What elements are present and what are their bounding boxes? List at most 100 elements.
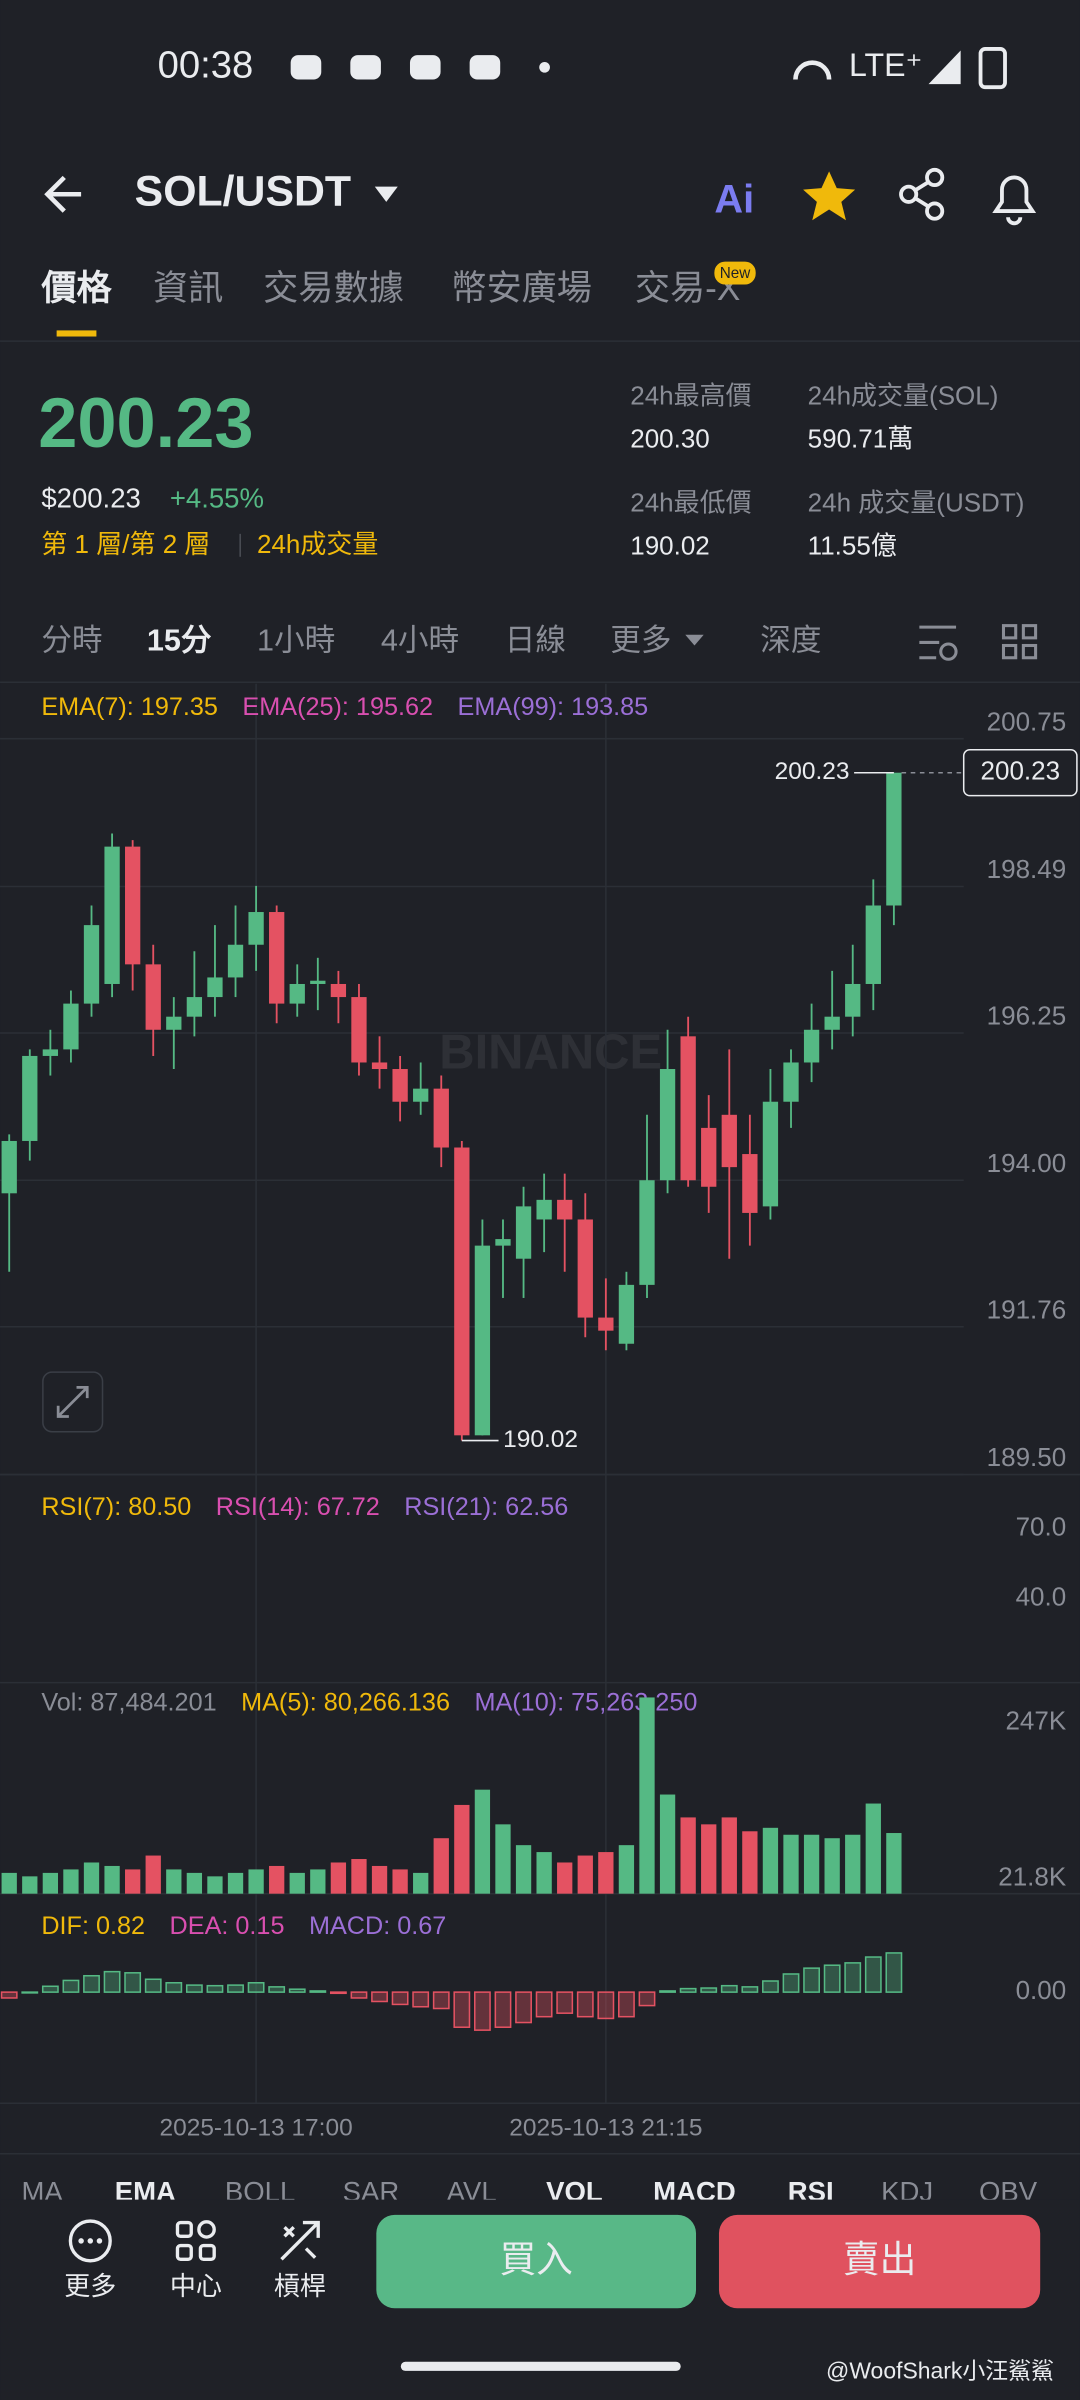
candle-body xyxy=(83,925,100,1004)
nav-label[interactable]: 槓桿 xyxy=(274,2271,326,2301)
bar xyxy=(309,1990,327,1993)
bar xyxy=(762,1827,779,1894)
bar xyxy=(679,1987,697,1993)
nav-label[interactable]: 更多 xyxy=(64,2271,116,2301)
bar xyxy=(535,1991,553,2018)
candle-body xyxy=(803,1029,820,1063)
candle-body xyxy=(207,977,223,998)
candle-body xyxy=(42,1049,59,1056)
bar xyxy=(742,1831,758,1894)
bar xyxy=(186,1872,203,1894)
nav-label[interactable]: 中心 xyxy=(170,2271,222,2301)
interval[interactable]: 更多 xyxy=(610,624,671,658)
interval[interactable]: 深度 xyxy=(760,624,821,658)
new-badge: New xyxy=(720,265,752,282)
bar xyxy=(412,1991,430,2008)
bar xyxy=(680,1817,696,1894)
legend-entry: RSI(7): 80.50 xyxy=(41,1493,191,1521)
more-icon[interactable] xyxy=(68,2219,112,2263)
bar xyxy=(269,1865,285,1894)
bar xyxy=(536,1852,552,1894)
buy-button[interactable] xyxy=(376,2214,697,2309)
center-icon[interactable] xyxy=(175,2220,216,2261)
candle-body xyxy=(145,964,161,1030)
tab[interactable]: 幣安廣場 xyxy=(451,269,592,308)
bar xyxy=(762,1980,779,1993)
back-button[interactable] xyxy=(44,175,82,213)
interval[interactable]: 15分 xyxy=(147,624,212,658)
bar xyxy=(844,1962,862,1993)
stat-value: 11.55億 xyxy=(808,530,897,560)
legend-entry: RSI(14): 67.72 xyxy=(216,1493,380,1521)
favorite-button[interactable] xyxy=(803,171,856,221)
bar xyxy=(22,1876,38,1894)
candle-body xyxy=(639,1180,655,1285)
ai-button[interactable]: Ai xyxy=(714,177,754,221)
bar xyxy=(288,1988,306,1993)
bar xyxy=(227,1984,244,1993)
candle-body xyxy=(454,1147,470,1436)
sell-button[interactable] xyxy=(718,2214,1041,2309)
interval[interactable]: 日線 xyxy=(505,624,566,658)
candle-body xyxy=(269,912,285,1004)
y-tick-label: 191.76 xyxy=(987,1294,1067,1324)
bar xyxy=(1,1872,17,1894)
pair-dropdown[interactable] xyxy=(374,186,398,202)
bar xyxy=(577,1855,593,1894)
fullscreen-button[interactable] xyxy=(42,1371,104,1433)
candle-body xyxy=(515,1206,532,1259)
interval[interactable]: 1小時 xyxy=(257,624,335,658)
candle-body xyxy=(536,1199,552,1220)
bar xyxy=(782,1973,800,1993)
interval[interactable]: 分時 xyxy=(41,624,102,658)
bar xyxy=(453,1991,471,2028)
bar xyxy=(329,1991,347,1995)
bar xyxy=(720,1984,738,1993)
interval[interactable]: 4小時 xyxy=(381,624,459,658)
y-tick-label: 21.8K xyxy=(998,1861,1067,1891)
bar xyxy=(268,1986,286,1993)
candle-body xyxy=(125,846,141,965)
y-tick-label: 70.0 xyxy=(1016,1512,1067,1542)
chart-settings[interactable] xyxy=(919,625,958,661)
bar xyxy=(474,1789,491,1894)
stat-label: 24h 成交量(USDT) xyxy=(808,488,1025,518)
tab-indicator xyxy=(56,330,97,337)
home-indicator xyxy=(400,2361,681,2371)
bar xyxy=(598,1852,614,1894)
bar xyxy=(166,1869,182,1894)
bar xyxy=(473,1991,491,2031)
bar xyxy=(557,1862,573,1894)
bar xyxy=(618,1991,635,2018)
bar xyxy=(207,1876,223,1894)
bar xyxy=(125,1869,141,1894)
tab[interactable]: 資訊 xyxy=(153,269,223,308)
candle-body xyxy=(680,1036,696,1181)
candle-body xyxy=(865,905,881,984)
leverage-icon[interactable] xyxy=(280,2220,320,2261)
legend-entry: DEA: 0.15 xyxy=(170,1912,285,1940)
bar xyxy=(124,1972,142,1993)
status-time: 00:38 xyxy=(158,43,254,86)
last-price-label: 200.23 xyxy=(981,756,1061,786)
bar xyxy=(371,1991,388,2003)
candle-body xyxy=(783,1062,799,1102)
tab[interactable]: 交易數據 xyxy=(263,269,404,308)
share-button[interactable] xyxy=(899,167,945,221)
candle-body xyxy=(310,980,326,984)
legend-entry: EMA(25): 195.62 xyxy=(242,693,433,721)
tab[interactable]: 價格 xyxy=(40,269,112,308)
chart-layer: 2025-10-13 17:00 2025-10-13 21:15 200.75 19… xyxy=(0,683,1080,2142)
pair-title[interactable]: SOL/USDT xyxy=(135,168,351,216)
price-change: +4.55% xyxy=(170,482,264,513)
bar xyxy=(433,1838,449,1894)
candle-body xyxy=(166,1016,182,1030)
more-dropdown[interactable] xyxy=(685,634,704,646)
alert-button[interactable] xyxy=(992,175,1037,226)
bar xyxy=(454,1804,470,1894)
bar xyxy=(371,1865,388,1894)
bar xyxy=(413,1872,429,1894)
candle-body xyxy=(721,1114,737,1168)
layout-toggle[interactable] xyxy=(1001,624,1038,660)
